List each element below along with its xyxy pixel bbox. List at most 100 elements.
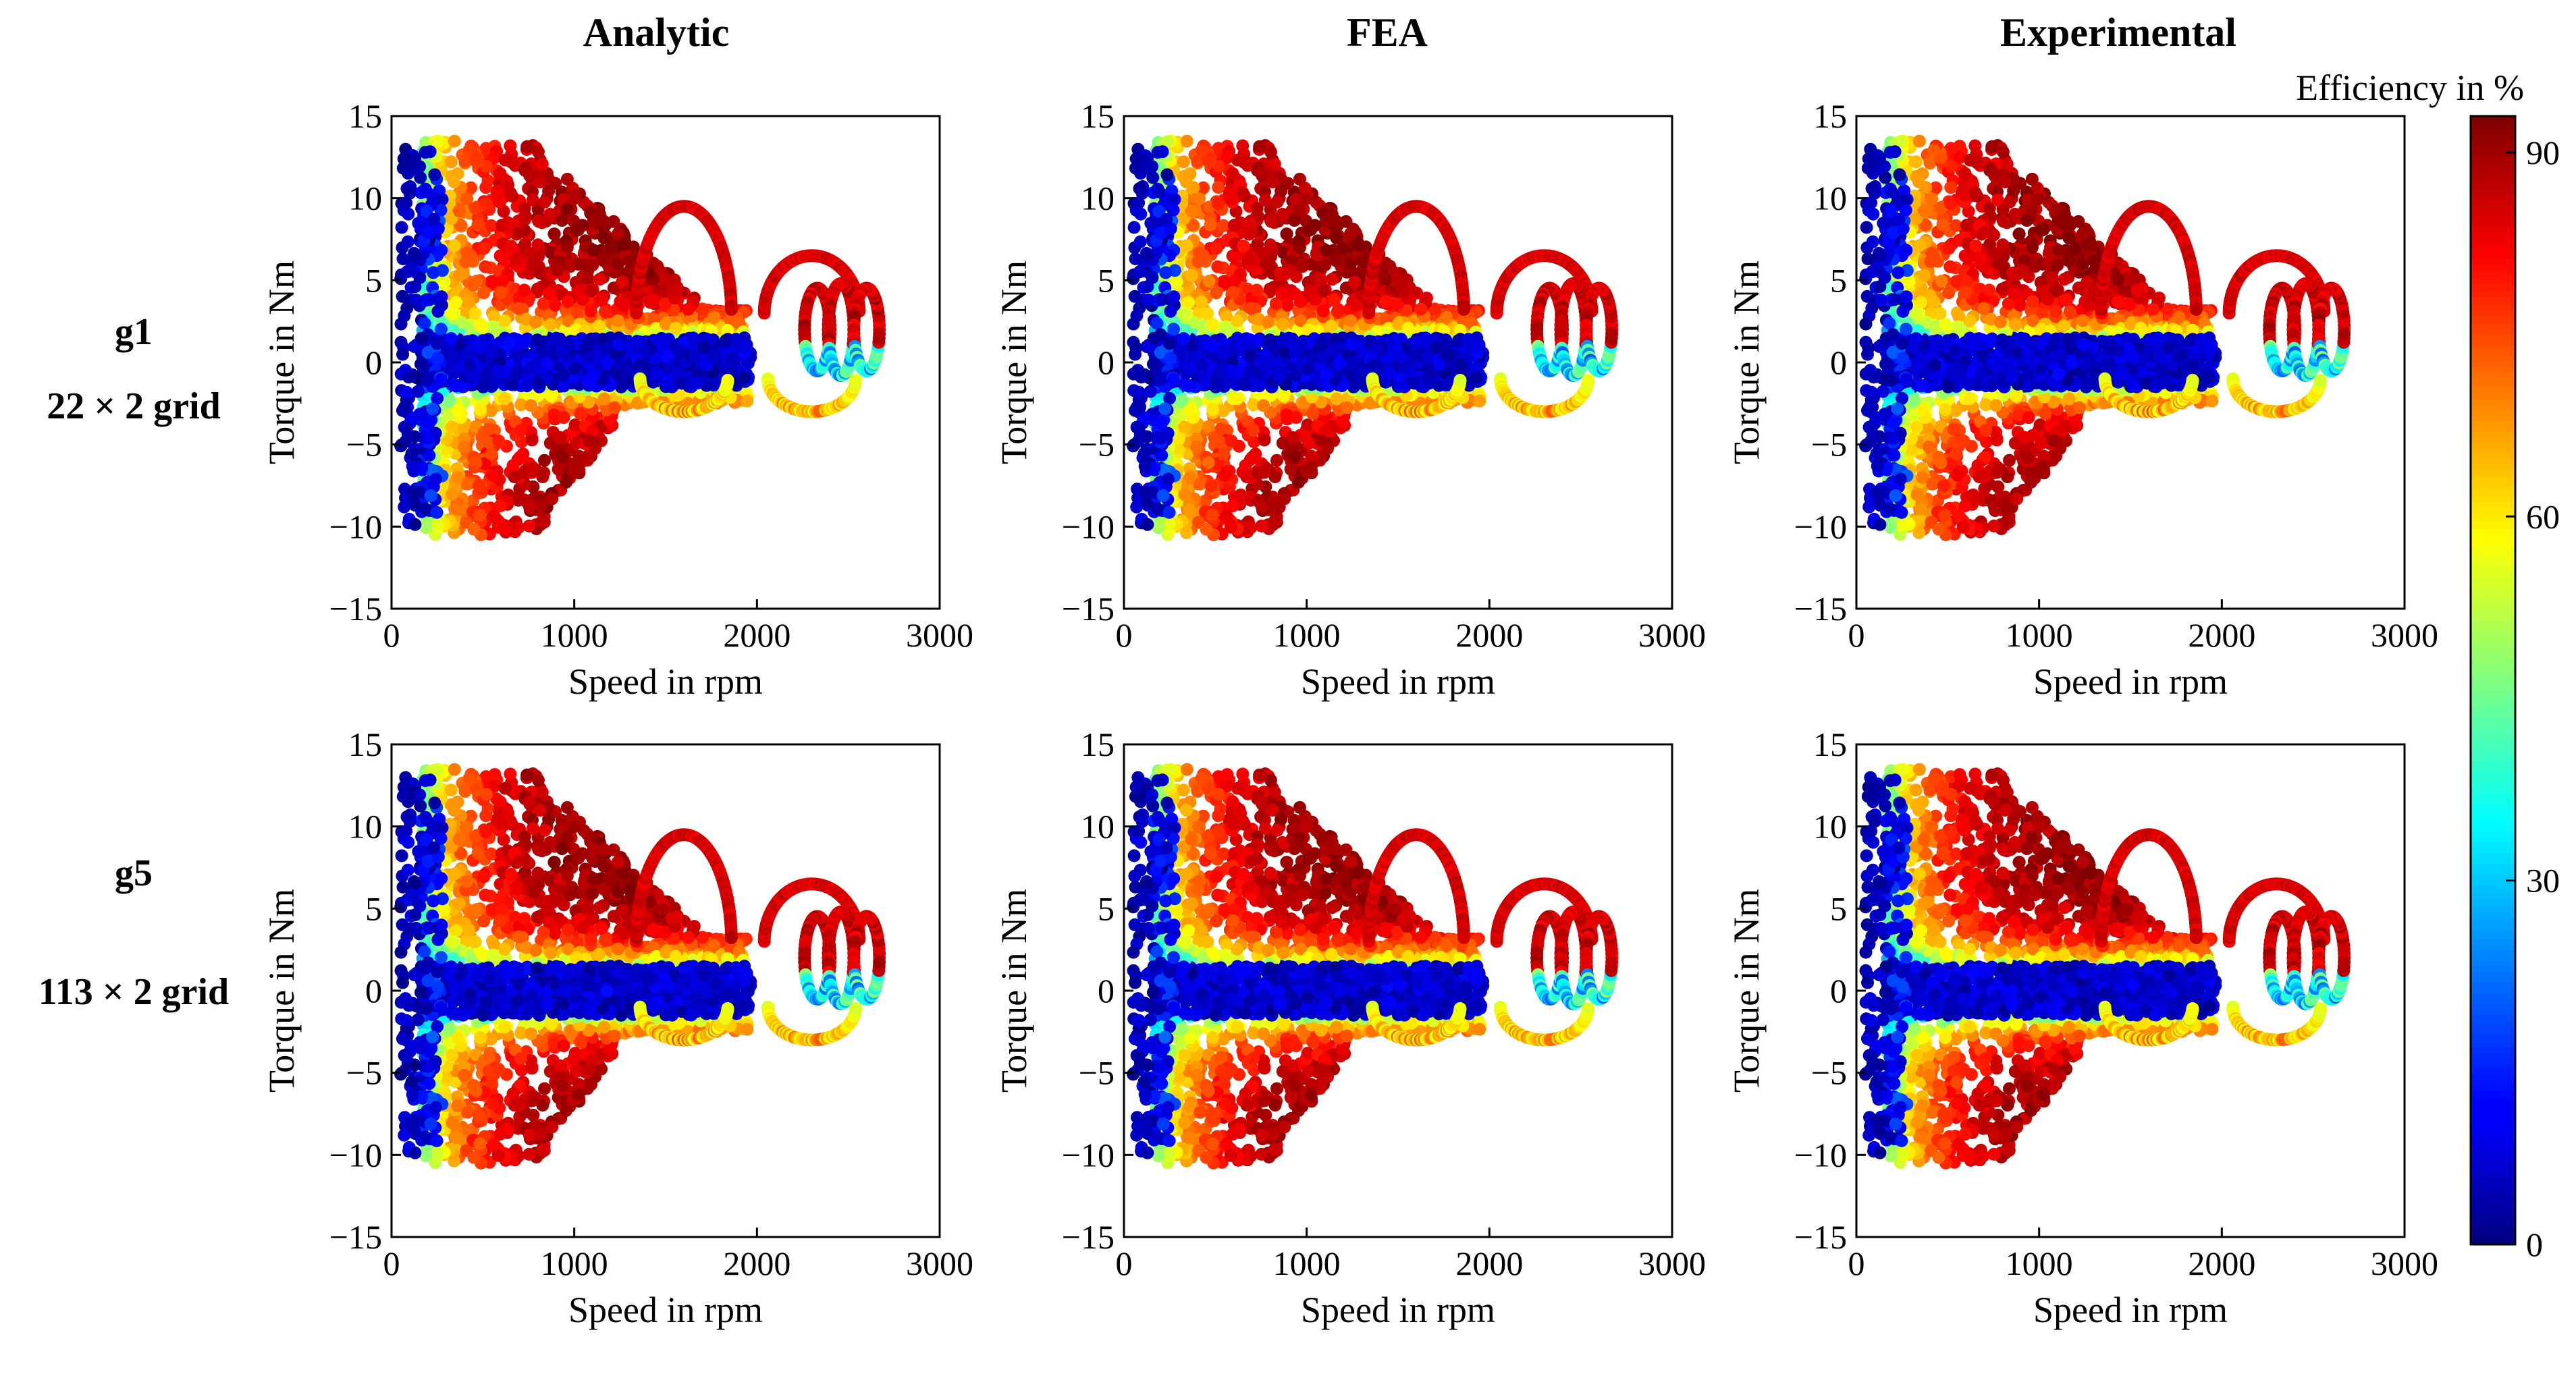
data-point: [1250, 283, 1264, 297]
data-point: [429, 472, 442, 486]
data-point: [492, 434, 506, 447]
data-point: [1206, 509, 1219, 522]
data-point: [446, 420, 459, 434]
column-title-experimental: Experimental: [2000, 10, 2236, 55]
data-point: [560, 173, 574, 186]
data-point: [396, 290, 409, 303]
data-point: [669, 321, 682, 335]
y-tick-label: −5: [346, 426, 382, 464]
data-point: [424, 489, 437, 502]
data-point: [1212, 181, 1225, 194]
data-point: [556, 368, 570, 382]
data-point: [545, 492, 559, 505]
data-point: [1210, 286, 1223, 300]
row-label-g5-name: g5: [115, 852, 153, 894]
data-point: [662, 379, 675, 393]
data-point: [447, 175, 460, 188]
column-title-analytic: Analytic: [583, 10, 730, 55]
data-point: [419, 146, 432, 159]
data-point: [1278, 492, 1291, 505]
data-point: [493, 167, 507, 180]
data-point: [504, 186, 517, 200]
data-point: [485, 447, 498, 461]
data-point: [1318, 258, 1332, 272]
data-point: [572, 460, 585, 473]
data-point: [633, 358, 647, 371]
data-point: [737, 371, 751, 385]
data-point: [477, 242, 491, 255]
data-point: [498, 392, 511, 406]
data-point: [431, 352, 444, 365]
data-point: [400, 385, 413, 399]
data-point: [572, 223, 585, 236]
data-point: [587, 368, 600, 381]
data-point: [603, 414, 616, 427]
data-point: [697, 341, 711, 354]
data-point: [491, 520, 505, 534]
data-point: [532, 214, 545, 227]
data-point: [414, 358, 427, 371]
data-point: [1314, 271, 1326, 285]
data-point: [608, 401, 621, 414]
data-point: [414, 331, 428, 345]
data-point: [479, 197, 492, 211]
data-point: [612, 338, 625, 352]
data-point: [394, 439, 408, 453]
data-point: [1206, 403, 1220, 416]
data-point: [498, 314, 512, 327]
data-point: [1204, 218, 1217, 231]
data-point: [408, 518, 422, 531]
y-axis-label: Torque in Nm: [261, 260, 302, 464]
data-point: [1328, 294, 1341, 307]
data-point: [1180, 134, 1193, 148]
data-point: [554, 431, 567, 444]
data-point: [506, 378, 519, 391]
data-point: [1253, 140, 1266, 153]
data-point: [450, 503, 463, 516]
data-point: [525, 466, 539, 479]
data-point: [1331, 305, 1344, 319]
data-point: [1293, 241, 1306, 254]
data-point: [495, 275, 509, 288]
data-point: [547, 227, 561, 241]
data-point: [420, 185, 433, 198]
x-axis-label: Speed in rpm: [568, 661, 763, 702]
data-point: [1227, 285, 1239, 299]
data-point: [506, 459, 520, 472]
data-point: [622, 254, 636, 267]
data-point: [538, 454, 551, 467]
data-point: [510, 366, 523, 380]
data-point: [1218, 468, 1232, 482]
y-tick-label: −10: [329, 507, 382, 545]
data-point: [398, 500, 411, 514]
x-tick-label: 1000: [541, 616, 608, 654]
data-point: [494, 285, 507, 299]
data-point: [545, 389, 558, 403]
data-point: [1344, 227, 1357, 240]
data-point: [462, 144, 476, 157]
data-point: [597, 231, 611, 244]
data-point: [422, 416, 435, 430]
data-point: [1255, 500, 1268, 514]
y-tick-label: 0: [365, 344, 382, 381]
data-point: [487, 510, 501, 523]
data-point: [1182, 296, 1196, 309]
data-point: [477, 286, 491, 300]
data-point: [471, 338, 484, 352]
data-point: [581, 271, 594, 285]
data-point: [1178, 420, 1191, 434]
data-point: [394, 317, 408, 331]
data-point: [504, 139, 517, 153]
data-point: [435, 290, 448, 304]
data-point: [470, 275, 483, 288]
data-point: [1355, 254, 1368, 267]
data-point: [550, 332, 564, 346]
data-point: [592, 319, 606, 333]
data-point: [395, 221, 408, 234]
data-point: [1304, 223, 1318, 236]
data-point: [587, 244, 600, 257]
row-label-g1-name: g1: [115, 311, 153, 353]
